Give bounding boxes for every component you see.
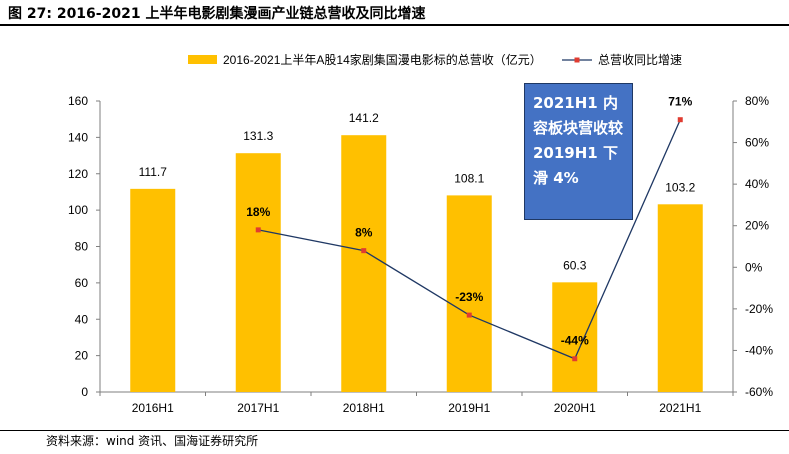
- right-tick-label: -20%: [745, 302, 773, 316]
- growth-label: 71%: [668, 95, 692, 109]
- growth-label: 8%: [355, 226, 373, 240]
- legend-bar-label: 2016-2021上半年A股14家剧集国漫电影标的总营收（亿元）: [223, 52, 542, 67]
- x-category-label: 2016H1: [132, 401, 174, 415]
- growth-label: -44%: [561, 334, 589, 348]
- right-tick-label: 80%: [745, 94, 769, 108]
- right-tick-label: 20%: [745, 219, 769, 233]
- bar-2020H1: [552, 282, 598, 392]
- growth-label: -23%: [455, 290, 483, 304]
- growth-marker: [572, 356, 578, 362]
- bar-2017H1: [235, 153, 281, 392]
- source-rule: [0, 430, 789, 431]
- growth-marker: [677, 117, 683, 123]
- bar-2019H1: [446, 195, 492, 392]
- title-rule: [0, 24, 789, 26]
- left-tick-label: 140: [68, 130, 88, 144]
- growth-label: 18%: [246, 205, 270, 219]
- bar-value-label: 111.7: [139, 165, 168, 179]
- growth-marker: [255, 227, 261, 233]
- bar-2018H1: [341, 135, 387, 392]
- bar-2021H1: [657, 204, 703, 392]
- x-category-label: 2017H1: [237, 401, 279, 415]
- left-tick-label: 20: [75, 349, 89, 363]
- bar-value-label: 60.3: [563, 258, 587, 272]
- left-tick-label: 80: [75, 240, 89, 254]
- right-tick-label: 0%: [745, 260, 763, 274]
- right-tick-label: 40%: [745, 177, 769, 191]
- legend-bar-swatch: [188, 55, 217, 64]
- left-tick-label: 0: [81, 385, 88, 399]
- left-tick-label: 40: [75, 312, 89, 326]
- bar-value-label: 108.1: [454, 171, 484, 185]
- figure-title: 图 27: 2016-2021 上半年电影剧集漫画产业链总营收及同比增速: [8, 6, 426, 22]
- legend-line-label: 总营收同比增速: [598, 53, 682, 67]
- x-category-label: 2021H1: [659, 401, 701, 415]
- callout-box: 2021H1 内容板块营收较2019H1 下滑 4%: [524, 83, 633, 220]
- right-tick-label: -40%: [745, 343, 773, 357]
- left-tick-label: 120: [68, 167, 88, 181]
- right-tick-label: -60%: [745, 385, 773, 399]
- growth-marker: [466, 312, 472, 318]
- growth-marker: [361, 248, 367, 254]
- bar-value-label: 141.2: [349, 111, 379, 125]
- left-tick-label: 160: [68, 94, 88, 108]
- source-note: 资料来源：wind 资讯、国海证券研究所: [46, 434, 259, 448]
- legend-line-marker: [574, 57, 580, 63]
- right-tick-label: 60%: [745, 136, 769, 150]
- bar-value-label: 103.2: [665, 180, 695, 194]
- bar-value-label: 131.3: [243, 129, 273, 143]
- left-tick-label: 100: [68, 203, 88, 217]
- bar-2016H1: [130, 188, 176, 392]
- left-tick-label: 60: [75, 276, 89, 290]
- x-category-label: 2018H1: [343, 401, 385, 415]
- x-category-label: 2020H1: [554, 401, 596, 415]
- x-category-label: 2019H1: [448, 401, 490, 415]
